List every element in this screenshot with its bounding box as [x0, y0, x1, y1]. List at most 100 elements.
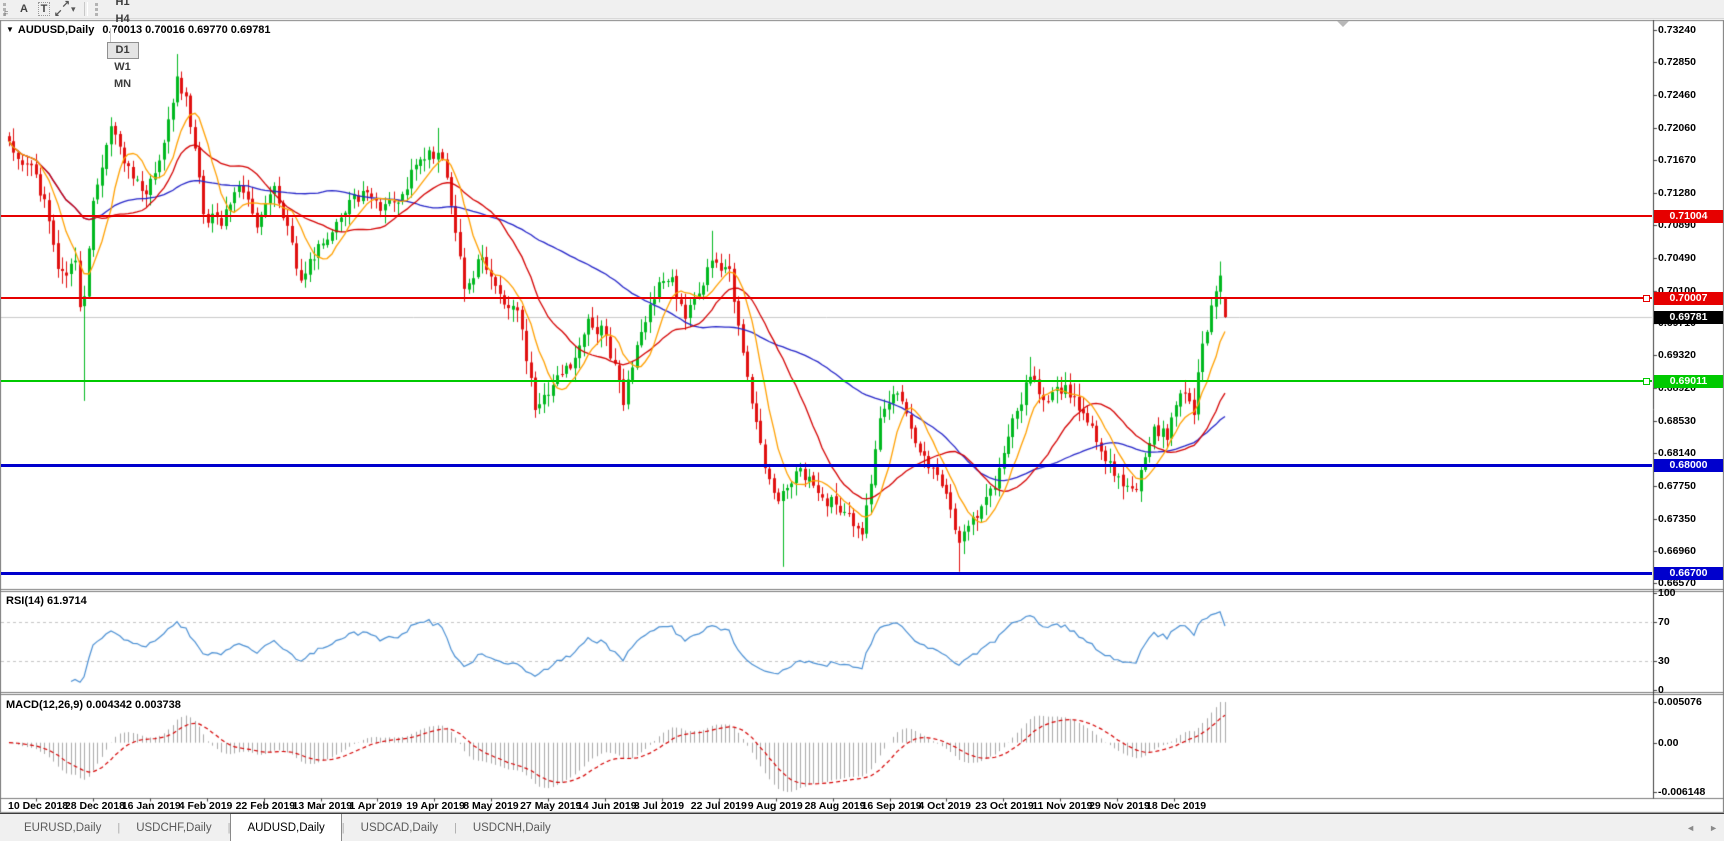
tab-usdchf-daily[interactable]: USDCHF,Daily [136, 822, 212, 834]
rsi-tick-label: 0 [1658, 684, 1664, 696]
date-label: 13 Mar 2019 [292, 800, 353, 812]
timeframe-button-h4[interactable]: H4 [115, 13, 130, 25]
price-tick-label: 0.69320 [1658, 349, 1696, 362]
date-label: 1 Apr 2019 [349, 800, 403, 812]
price-tick-label: 0.67750 [1658, 479, 1696, 492]
timeframe-button-mn[interactable]: MN [113, 78, 132, 90]
price-tick-label: 0.68140 [1658, 447, 1696, 460]
price-tick-label: 0.72460 [1658, 88, 1696, 101]
price-tick-label: 0.71280 [1658, 186, 1696, 199]
tab-eurusd-daily[interactable]: EURUSD,Daily [24, 822, 102, 834]
price-tick-label: 0.72850 [1658, 56, 1696, 69]
toolbar-separator [109, 27, 114, 42]
chart-title: ▼ AUDUSD,Daily 0.70013 0.70016 0.69770 0.6… [6, 24, 271, 36]
macd-tick-label: 0.005076 [1658, 696, 1702, 708]
current-price-badge: 0.69781 [1654, 310, 1723, 324]
dropdown-caret-icon[interactable]: ▾ [71, 3, 76, 14]
price-badge: 0.68000 [1654, 458, 1723, 472]
toolbar-separator [83, 2, 88, 16]
date-label: 16 Jan 2019 [121, 800, 181, 812]
support-resistance-line[interactable] [1, 571, 1652, 575]
date-label: 9 Aug 2019 [747, 800, 803, 812]
rsi-indicator-value: 61.9714 [46, 595, 87, 607]
date-label: 19 Apr 2019 [406, 800, 465, 812]
timeframe-toolbar-grip[interactable] [94, 2, 102, 16]
arrow-sw-glyph: ↙ [54, 8, 63, 19]
price-tick-label: 0.71670 [1658, 154, 1696, 167]
macd-indicator-value: 0.004342 0.003738 [86, 699, 181, 711]
tab-separator: | [117, 822, 121, 834]
price-badge: 0.69011 [1654, 374, 1723, 388]
date-label: 27 May 2019 [520, 800, 582, 812]
price-tick-label: 0.66570 [1658, 577, 1696, 590]
tab-separator: | [453, 822, 457, 834]
support-resistance-line[interactable] [1, 379, 1652, 382]
line-anchor-marker[interactable] [1643, 377, 1650, 385]
date-label: 3 Jul 2019 [633, 800, 685, 812]
toolbar-grip[interactable]: F [3, 2, 10, 18]
price-badge: 0.71004 [1654, 209, 1723, 223]
macd-indicator-name: MACD(12,26,9) [6, 699, 84, 711]
price-tick-label: 0.70490 [1658, 252, 1696, 265]
date-label: 16 Sep 2019 [861, 800, 922, 812]
text-a-icon[interactable]: A [20, 3, 28, 15]
date-label: 18 Dec 2019 [1146, 800, 1207, 812]
macd-tick-label: -0.006148 [1658, 785, 1706, 798]
tab-scroll-right-icon[interactable]: ► [1709, 823, 1718, 833]
toolbar-f-label: F [4, 10, 9, 18]
date-label: 28 Aug 2019 [804, 800, 866, 812]
rsi-tick-label: 70 [1658, 616, 1670, 629]
timeframe-button-h1[interactable]: H1 [115, 0, 130, 8]
price-badge: 0.70007 [1654, 292, 1723, 306]
timeframe-button-d1[interactable]: D1 [106, 41, 139, 59]
date-label: 10 Dec 2018 [8, 800, 69, 812]
price-tick-label: 0.70890 [1658, 218, 1696, 231]
arrow-objects-icon[interactable]: ↗ ↙ [54, 0, 70, 19]
rsi-tick-label: 100 [1658, 587, 1676, 599]
price-tick-label: 0.66960 [1658, 545, 1696, 558]
price-tick-label: 0.68530 [1658, 414, 1696, 427]
date-label: 11 Nov 2019 [1032, 800, 1093, 812]
date-label: 14 Jun 2019 [577, 800, 637, 812]
arrow-ne-glyph: ↗ [61, 0, 70, 10]
date-label: 23 Oct 2019 [975, 800, 1034, 812]
text-label-glyph: T [37, 2, 51, 16]
chart-ohlc-quotes: 0.70013 0.70016 0.69770 0.69781 [102, 24, 271, 36]
price-tick-label: 0.73240 [1658, 24, 1696, 36]
date-label: 4 Oct 2019 [918, 800, 971, 812]
toolbar: F A T ↗ ↙ ▾ M1M5M15M30H1H4D1W1MN [0, 0, 1724, 90]
date-label: 4 Feb 2019 [178, 800, 233, 812]
price-tick-label: 0.70100 [1658, 284, 1696, 297]
date-label: 22 Feb 2019 [235, 800, 296, 812]
price-tick-label: 0.68920 [1658, 382, 1696, 395]
date-label: 22 Jul 2019 [690, 800, 747, 812]
timeframe-button-w1[interactable]: W1 [114, 61, 131, 73]
tab-separator: | [227, 822, 231, 834]
support-resistance-line[interactable] [1, 297, 1652, 300]
date-label: 29 Nov 2019 [1089, 800, 1150, 812]
line-anchor-marker[interactable] [1643, 295, 1650, 303]
macd-pane-label: MACD(12,26,9) 0.004342 0.003738 [6, 699, 181, 711]
tab-usdcad-daily[interactable]: USDCAD,Daily [360, 822, 438, 834]
tab-separator: | [341, 822, 345, 834]
date-label: 8 May 2019 [463, 800, 519, 812]
support-resistance-line[interactable] [1, 214, 1652, 217]
rsi-indicator-name: RSI(14) [6, 595, 44, 607]
tab-audusd-daily[interactable]: AUDUSD,Daily [230, 814, 342, 841]
collapse-triangle-icon[interactable]: ▼ [6, 25, 14, 34]
chart-tab-bar: EURUSD,Daily | USDCHF,Daily | AUDUSD,Daily | U… [0, 813, 1724, 841]
chart-symbol-label: AUDUSD,Daily [17, 24, 95, 36]
chart-shift-marker[interactable] [1337, 21, 1349, 27]
text-label-icon[interactable]: T [34, 1, 54, 17]
chart-tabs: EURUSD,Daily | USDCHF,Daily | AUDUSD,Daily | U… [0, 814, 567, 841]
date-label: 28 Dec 2018 [64, 800, 126, 812]
tab-scroll-left-icon[interactable]: ◄ [1686, 823, 1696, 833]
timeframe-buttons: M1M5M15M30H1H4D1W1MN [106, 0, 140, 93]
tab-usdcnh-daily[interactable]: USDCNH,Daily [472, 822, 551, 834]
macd-tick-label: 0.00 [1658, 736, 1679, 749]
price-badge: 0.66700 [1654, 566, 1723, 580]
rsi-tick-label: 30 [1658, 654, 1670, 667]
support-resistance-line[interactable] [1, 463, 1652, 467]
